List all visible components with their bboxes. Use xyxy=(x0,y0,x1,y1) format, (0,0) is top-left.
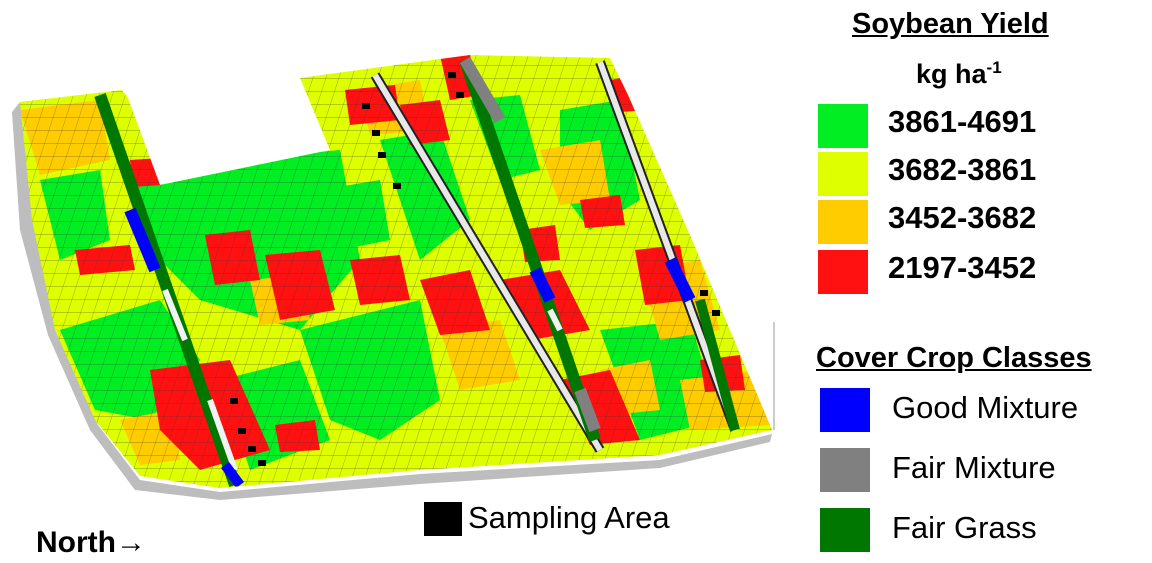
sampling-area-markers xyxy=(230,72,720,466)
cover-swatch-fair-mixture xyxy=(820,448,870,492)
cover-legend-title: Cover Crop Classes xyxy=(816,342,1092,374)
cover-label-fair-mixture: Fair Mixture xyxy=(892,450,1056,485)
north-label: North xyxy=(36,526,116,559)
cover-swatch-good-mixture xyxy=(820,388,870,432)
sampling-area-swatch xyxy=(424,502,462,536)
yield-swatch-1 xyxy=(818,104,868,148)
cover-label-good-mixture: Good Mixture xyxy=(892,390,1079,425)
yield-swatch-3 xyxy=(818,200,868,244)
yield-swatch-4 xyxy=(818,250,868,294)
yield-label-3: 3452-3682 xyxy=(888,200,1037,235)
map-grid xyxy=(20,55,772,488)
yield-label-1: 3861-4691 xyxy=(888,104,1037,139)
cover-label-fair-grass: Fair Grass xyxy=(892,510,1037,545)
yield-swatch-2 xyxy=(818,152,868,196)
north-indicator: North→ xyxy=(36,526,146,560)
sampling-area-label: Sampling Area xyxy=(468,500,670,535)
yield-map xyxy=(12,55,775,500)
yield-label-2: 3682-3861 xyxy=(888,152,1037,187)
yield-legend-unit: kg ha-1 xyxy=(916,58,1002,90)
cover-crop-strips xyxy=(94,56,740,488)
yield-legend-title: Soybean Yield xyxy=(852,8,1049,40)
yield-unit-superscript: -1 xyxy=(986,58,1002,77)
yield-unit-text: kg ha xyxy=(916,59,987,89)
north-arrow-icon: → xyxy=(115,526,146,559)
yield-label-4: 2197-3452 xyxy=(888,250,1037,285)
cover-swatch-fair-grass xyxy=(820,508,870,552)
